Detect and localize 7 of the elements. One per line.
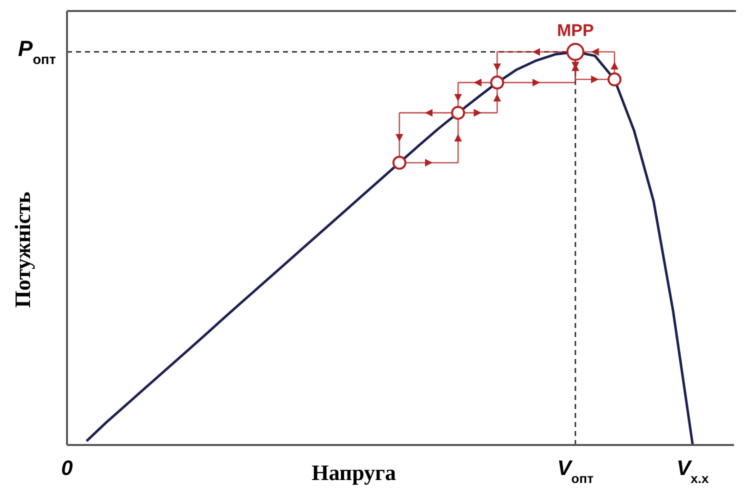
y-axis-title: Потужність (10, 191, 35, 308)
x-tick-label: V$_{х.х}$ (676, 457, 710, 486)
x-tick-label: V$_{опт}$ (557, 457, 594, 486)
x-axis-title: Напруга (312, 460, 396, 485)
text: MPP (556, 20, 594, 40)
x-tick-label: 0 (61, 457, 74, 480)
ref-line-label: P$_{опт}$ (18, 36, 56, 68)
